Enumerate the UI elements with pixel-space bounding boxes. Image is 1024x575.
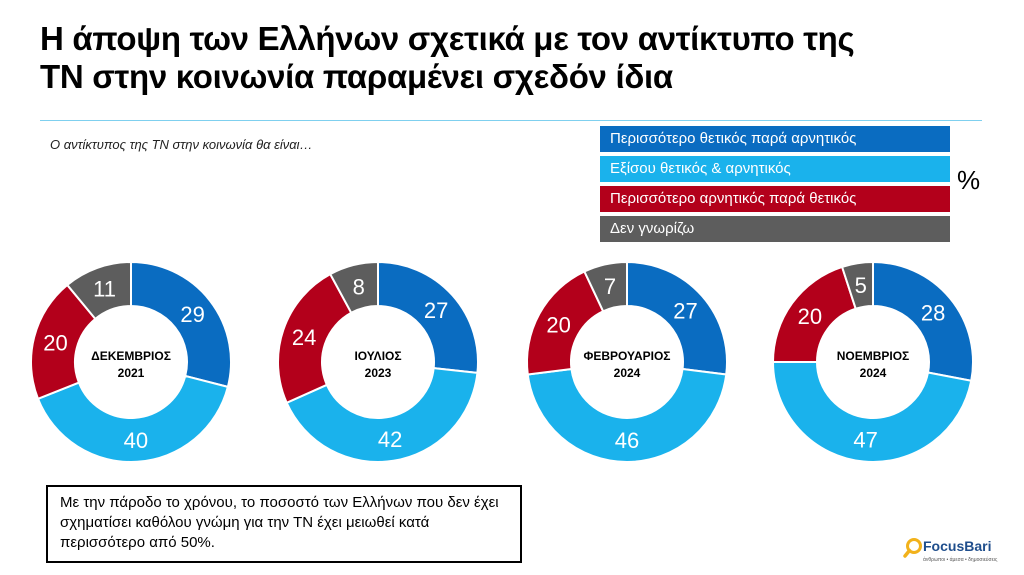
chart-month-2: ΦΕΒΡΟΥΑΡΙΟΣ <box>584 349 671 363</box>
legend-item-negative: Περισσότερο αρνητικός παρά θετικός <box>600 186 950 212</box>
slice-dont-know-2 <box>583 260 628 313</box>
data-label-positive-3: 28 <box>921 300 945 325</box>
chart-year-2: 2024 <box>614 366 641 380</box>
data-label-equal-2: 46 <box>615 428 639 453</box>
unit-label: % <box>957 165 981 195</box>
slice-positive-3 <box>872 260 974 382</box>
chart-month-3: ΝΟΕΜΒΡΙΟΣ <box>837 349 910 363</box>
data-label-negative-0: 20 <box>43 331 67 356</box>
title-line-1: Η άποψη των Ελλήνων σχετικά με τον αντίκ… <box>40 20 855 57</box>
data-label-dont-know-3: 5 <box>855 273 867 298</box>
slice-equal-3 <box>771 361 973 463</box>
slice-equal-2 <box>526 367 728 463</box>
page-title: Η άποψη των Ελλήνων σχετικά με τον αντίκ… <box>40 20 940 96</box>
slice-equal-0 <box>36 374 230 463</box>
chart-month-1: ΙΟΥΛΙΟΣ <box>354 349 401 363</box>
data-label-dont-know-2: 7 <box>604 274 616 299</box>
data-label-positive-1: 27 <box>424 298 448 323</box>
data-label-equal-0: 40 <box>124 428 148 453</box>
data-label-dont-know-0: 11 <box>93 277 116 302</box>
legend-item-dont-know: Δεν γνωρίζω <box>600 216 950 242</box>
data-label-positive-0: 29 <box>180 302 204 327</box>
focusbari-logo: FocusBari άνθρωποι • άμεσα • δημοσιεύσει… <box>903 535 1018 571</box>
note-box: Με την πάροδο το χρόνου, το ποσοστό των … <box>46 485 522 563</box>
slice-dont-know-1 <box>328 260 379 315</box>
data-label-equal-1: 42 <box>378 427 402 452</box>
legend-item-positive: Περισσότερο θετικός παρά αρνητικός <box>600 126 950 152</box>
data-label-negative-2: 20 <box>546 312 570 337</box>
data-label-negative-3: 20 <box>798 304 822 329</box>
slice-dont-know-3 <box>840 260 874 311</box>
data-label-dont-know-1: 8 <box>353 274 365 299</box>
title-divider <box>40 120 982 121</box>
logo-name: FocusBari <box>923 538 992 554</box>
title-line-2: ΤΝ στην κοινωνία παραμένει σχεδόν ίδια <box>40 58 673 95</box>
donut-charts: 29 40 20 11 ΔΕΚΕΜΒΡΙΟΣ 2021 27 42 24 8 ΙΟΥΛΙΟΣ 2023… <box>30 260 974 463</box>
slice-positive-0 <box>130 260 232 389</box>
chart-year-1: 2023 <box>365 366 392 380</box>
slice-positive-2 <box>626 260 728 376</box>
data-label-positive-2: 27 <box>673 298 697 323</box>
chart-month-0: ΔΕΚΕΜΒΡΙΟΣ <box>91 349 171 363</box>
data-label-negative-1: 24 <box>292 325 316 350</box>
chart-legend: Περισσότερο θετικός παρά αρνητικός Εξίσο… <box>600 126 950 246</box>
legend-item-equal: Εξίσου θετικός & αρνητικός <box>600 156 950 182</box>
chart-subtitle: Ο αντίκτυπος της ΤΝ στην κοινωνία θα είν… <box>50 137 313 152</box>
logo-tagline: άνθρωποι • άμεσα • δημοσιεύσεις <box>923 557 998 563</box>
slice-equal-1 <box>285 366 479 463</box>
slice-dont-know-0 <box>65 260 132 321</box>
data-label-equal-3: 47 <box>853 428 877 453</box>
magnifier-icon <box>903 538 922 558</box>
chart-year-3: 2024 <box>860 366 887 380</box>
chart-year-0: 2021 <box>118 366 145 380</box>
slice-positive-1 <box>377 260 479 374</box>
